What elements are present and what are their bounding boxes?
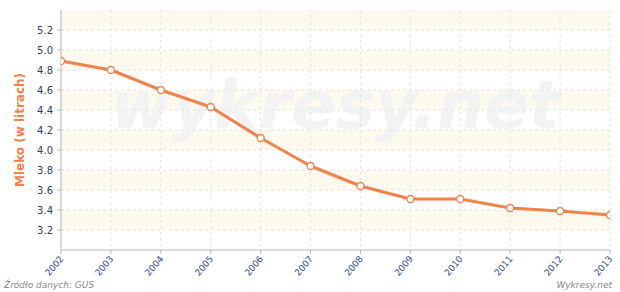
grid-line (61, 30, 610, 31)
y-tick-label: 3.8 (37, 165, 53, 176)
y-tick (57, 170, 61, 171)
x-tick-label: 2005 (193, 254, 215, 278)
marker (557, 208, 564, 215)
grid-line-x (360, 10, 361, 250)
x-tick (110, 250, 111, 254)
grid-line-x (510, 10, 511, 250)
marker (357, 183, 364, 190)
x-tick-label: 2011 (492, 254, 514, 278)
x-tick (360, 250, 361, 254)
grid-line (61, 90, 610, 91)
marker (457, 196, 464, 203)
y-tick-label: 4.0 (37, 145, 53, 156)
y-tick-label: 5.0 (37, 45, 53, 56)
x-tick-label: 2003 (93, 254, 115, 278)
x-tick-label: 2013 (592, 254, 614, 278)
grid-line-x (210, 10, 211, 250)
x-tick (510, 250, 511, 254)
x-tick (310, 250, 311, 254)
y-tick-label: 5.2 (37, 25, 53, 36)
y-tick-label: 4.2 (37, 125, 53, 136)
band (61, 170, 610, 190)
grid-line-x (160, 10, 161, 250)
x-tick (210, 250, 211, 254)
x-tick (260, 250, 261, 254)
grid-line (61, 170, 610, 171)
y-tick (57, 130, 61, 131)
x-tick-label: 2007 (293, 254, 315, 278)
grid-line (61, 110, 610, 111)
grid-line-x (460, 10, 461, 250)
x-tick (61, 250, 62, 254)
grid-line (61, 50, 610, 51)
x-tick-label: 2004 (143, 254, 166, 278)
credit: Wykresy.net (556, 280, 612, 290)
x-tick-label: 2009 (393, 254, 416, 278)
grid-line-x (260, 10, 261, 250)
y-tick-label: 4.4 (37, 105, 53, 116)
grid-line (61, 70, 610, 71)
x-tick-label: 2012 (542, 254, 564, 278)
y-tick (57, 50, 61, 51)
y-axis-label: Mleko (w litrach) (13, 73, 27, 187)
x-tick (460, 250, 461, 254)
source: Źródło danych: GUS (3, 279, 94, 290)
y-tick (57, 70, 61, 71)
y-tick-label: 3.6 (37, 185, 53, 196)
marker (157, 87, 164, 94)
band (61, 210, 610, 230)
plot (61, 58, 610, 219)
x-tick (410, 250, 411, 254)
x-tick (160, 250, 161, 254)
grid-line-x (310, 10, 311, 250)
marker (507, 205, 514, 212)
grid-line (61, 150, 610, 151)
y-tick-label: 3.2 (37, 225, 53, 236)
y-tick (57, 190, 61, 191)
marker (207, 104, 214, 111)
x-tick-label: 2008 (343, 254, 366, 278)
watermark: wykresy.net (111, 67, 563, 144)
x-tick-label: 2006 (243, 254, 266, 278)
marker (407, 196, 414, 203)
y-tick (57, 110, 61, 111)
x-axis (61, 250, 610, 251)
marker (307, 163, 314, 170)
marker (257, 135, 264, 142)
y-tick (57, 150, 61, 151)
x-tick (560, 250, 561, 254)
grid-line (61, 190, 610, 191)
y-tick (57, 210, 61, 211)
y-tick (57, 30, 61, 31)
grid-line-x (110, 10, 111, 250)
grid-line-x (410, 10, 411, 250)
y-tick (57, 90, 61, 91)
marker (107, 67, 114, 74)
grid-line (61, 230, 610, 231)
chart: wykresy.net 3.2 3.4 3.6 3.8 4.0 4.2 4.4 4.6 4.8 5.… (0, 0, 620, 292)
marker (61, 58, 65, 65)
band (61, 10, 610, 30)
y-tick (57, 230, 61, 231)
x-tick-label: 2010 (442, 254, 465, 278)
grid-line (61, 130, 610, 131)
y-tick-label: 3.4 (37, 205, 53, 216)
x-tick-label: 2002 (43, 254, 65, 278)
x-tick (610, 250, 611, 254)
y-tick-label: 4.8 (37, 65, 53, 76)
y-tick-label: 4.6 (37, 85, 53, 96)
chart-root: wykresy.net 3.2 3.4 3.6 3.8 4.0 4.2 4.4 4.6 4.8 5.… (0, 0, 620, 292)
marker (607, 212, 611, 219)
line (61, 61, 610, 215)
